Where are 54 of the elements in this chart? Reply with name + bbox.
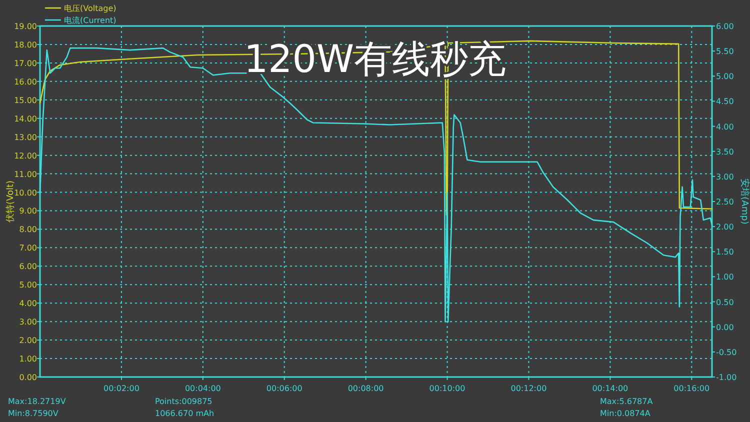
y2-tick-label: 0.00 [716, 322, 734, 332]
y2-tick-label: 3.50 [716, 147, 734, 156]
y-tick-label: 10.00 [14, 188, 37, 198]
x-tick-label: 00:06:00 [266, 384, 302, 393]
y-axis-title: 伏特(Volt) [5, 180, 16, 223]
y-tick-label: 14.00 [14, 114, 37, 124]
y-tick-label: 18.00 [14, 40, 37, 50]
y2-axis-title: 安培(Amp) [739, 178, 750, 224]
y2-tick-label: 2.50 [716, 198, 734, 206]
y2-tick-label: 3.00 [716, 172, 734, 182]
x-tick-label: 00:16:00 [674, 384, 710, 393]
y-tick-label: 1.00 [19, 354, 37, 364]
legend-label: 电压(Voltage) [64, 4, 116, 13]
y-tick-label: 11.00 [14, 170, 37, 179]
x-tick-label: 00:12:00 [510, 384, 547, 393]
y-tick-label: 5.00 [19, 280, 37, 290]
y-tick-label: 12.00 [14, 151, 37, 160]
y-tick-label: 13.00 [14, 132, 37, 142]
y-tick-label: 3.00 [19, 318, 37, 327]
y2-tick-label: 5.00 [716, 72, 734, 82]
line-series [39, 40, 713, 216]
text: 1066.670 mAh [155, 409, 214, 418]
x-tick-label: 00:08:00 [348, 384, 384, 393]
y-tick-label: 15.00 [14, 96, 37, 105]
y-tick-label: 6.00 [19, 262, 37, 272]
y-tick-label: 9.00 [19, 206, 37, 216]
y2-tick-label: 5.50 [716, 47, 734, 56]
y-tick-label: 8.00 [19, 225, 37, 234]
text: Min:0.0874A [600, 409, 651, 418]
y2-tick-label: 4.00 [716, 122, 734, 132]
y-tick-label: 4.00 [19, 299, 37, 308]
y-tick-label: 7.00 [19, 244, 37, 253]
y2-tick-label: -0.50 [716, 348, 737, 357]
y2-tick-label: 4.50 [716, 97, 734, 106]
text: Min:8.7590V [8, 409, 59, 418]
x-tick-label: 00:14:00 [592, 384, 628, 393]
text: Points:009875 [155, 397, 212, 406]
y2-tick-label: 1.00 [716, 272, 734, 282]
x-tick-label: 00:04:00 [184, 384, 221, 393]
y-tick-label: 0.00 [19, 373, 37, 382]
y2-tick-label: 6.00 [716, 22, 734, 31]
text: Max:18.2719V [8, 397, 66, 406]
y2-tick-label: 0.50 [716, 298, 734, 307]
y-tick-label: 17.00 [14, 58, 37, 68]
x-tick-label: 00:10:00 [429, 384, 466, 393]
y2-tick-label: 1.50 [716, 248, 734, 257]
y2-tick-label: -1.00 [716, 373, 737, 382]
y-tick-label: 16.00 [14, 77, 37, 86]
x-tick-label: 00:02:00 [103, 384, 140, 393]
y-tick-label: 19.00 [14, 22, 37, 31]
text: Max:5.6787A [600, 397, 654, 406]
y-tick-label: 2.00 [19, 336, 37, 346]
y2-tick-label: 2.00 [716, 222, 734, 232]
legend-label: 电流(Current) [64, 16, 116, 25]
